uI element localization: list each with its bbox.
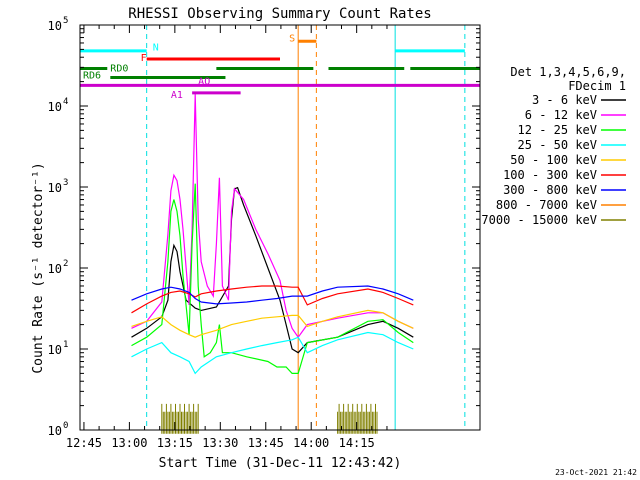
x-tick-label-5: 14:00 bbox=[293, 436, 329, 450]
legend-label-8: 7000 - 15000 keV bbox=[481, 213, 597, 227]
y-tick-exponent-5: 5 bbox=[63, 16, 68, 26]
plot-frame bbox=[79, 24, 481, 431]
background-spikes-1 bbox=[337, 403, 378, 434]
y-tick-label-1: 10 bbox=[48, 343, 62, 357]
background-spikes-0 bbox=[161, 403, 199, 434]
flag-label-RD6: RD6 bbox=[83, 70, 101, 81]
flag-label-RD0: RD0 bbox=[110, 63, 128, 74]
x-axis-label: Start Time (31-Dec-11 12:43:42) bbox=[159, 456, 402, 471]
x-tick-label-2: 13:15 bbox=[157, 436, 193, 450]
y-tick-label-2: 10 bbox=[48, 262, 62, 276]
series-line-6 bbox=[131, 285, 414, 305]
flag-label-N: N bbox=[153, 43, 159, 54]
y-axis-label: Count Rate (s⁻¹ detector⁻¹) bbox=[31, 162, 46, 373]
chart-title: RHESSI Observing Summary Count Rates bbox=[128, 6, 431, 22]
legend-header-2: FDecim 1 bbox=[568, 79, 626, 93]
y-tick-label-3: 10 bbox=[48, 181, 62, 195]
y-tick-exponent-4: 4 bbox=[63, 97, 68, 107]
y-tick-exponent-2: 2 bbox=[63, 259, 68, 269]
flag-label-F: F bbox=[141, 53, 147, 64]
legend-header-1: Det 1,3,4,5,6,9, bbox=[510, 65, 626, 79]
y-tick-label-0: 10 bbox=[48, 424, 62, 438]
x-tick-label-3: 13:30 bbox=[202, 436, 238, 450]
flag-label-S: S bbox=[289, 34, 295, 45]
flag-label-A1: A1 bbox=[171, 90, 183, 101]
legend-label-4: 50 - 100 keV bbox=[510, 153, 597, 167]
legend-label-1: 6 - 12 keV bbox=[525, 108, 597, 122]
x-tick-label-4: 13:45 bbox=[248, 436, 284, 450]
legend-label-6: 300 - 800 keV bbox=[503, 183, 597, 197]
x-tick-label-1: 13:00 bbox=[111, 436, 147, 450]
flag-label-AO: AO bbox=[198, 77, 210, 88]
y-tick-label-5: 10 bbox=[48, 19, 62, 33]
legend-label-5: 100 - 300 keV bbox=[503, 168, 597, 182]
series-line-2 bbox=[131, 183, 414, 374]
y-tick-exponent-1: 1 bbox=[63, 340, 68, 350]
legend-label-2: 12 - 25 keV bbox=[518, 123, 597, 137]
series-line-5 bbox=[131, 285, 414, 314]
series-line-0 bbox=[131, 186, 414, 354]
y-tick-exponent-3: 3 bbox=[63, 178, 68, 188]
series-line-3 bbox=[131, 331, 414, 375]
y-tick-label-4: 10 bbox=[48, 100, 62, 114]
series-line-4 bbox=[131, 309, 414, 338]
x-tick-label-0: 12:45 bbox=[66, 436, 102, 450]
y-tick-exponent-0: 0 bbox=[63, 421, 68, 431]
legend-label-3: 25 - 50 keV bbox=[518, 138, 597, 152]
legend-label-0: 3 - 6 keV bbox=[532, 93, 597, 107]
legend-label-7: 800 - 7000 keV bbox=[496, 198, 597, 212]
x-tick-label-6: 14:15 bbox=[339, 436, 375, 450]
footer-timestamp: 23-Oct-2021 21:42 bbox=[555, 468, 637, 477]
series-line-1 bbox=[131, 94, 414, 339]
